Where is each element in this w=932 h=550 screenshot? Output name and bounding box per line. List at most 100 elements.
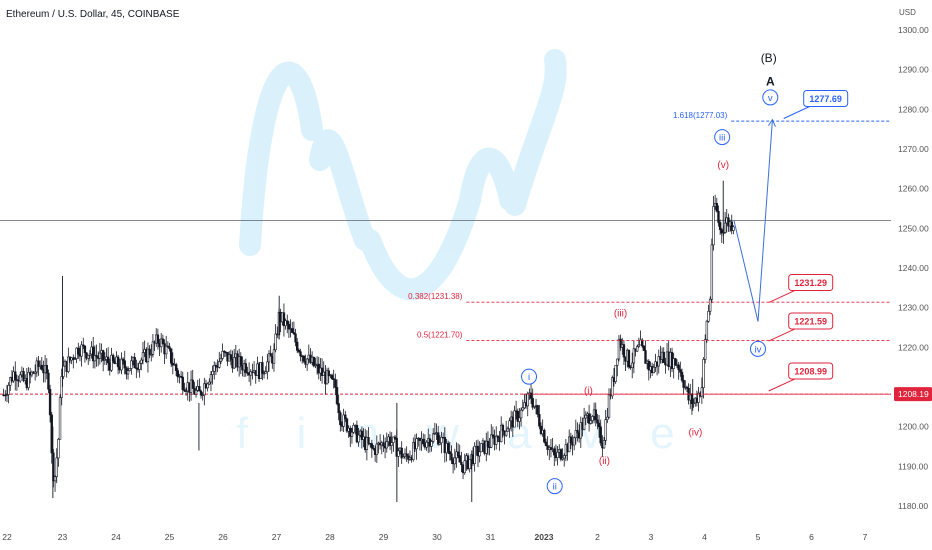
time-tick-label: 30 [432, 532, 442, 542]
candle-body [606, 416, 609, 420]
candle-body [332, 378, 335, 380]
time-tick-label: 3 [649, 532, 654, 542]
candle-body [519, 409, 523, 419]
candle-body [710, 244, 714, 300]
wave-label: iv [755, 344, 762, 355]
candle-body [48, 388, 52, 416]
candle-body [287, 323, 291, 330]
candle-body [385, 441, 388, 449]
candle-body [19, 374, 22, 382]
wave-label: iii [719, 133, 725, 144]
watermark-text: f i n w a v e [236, 409, 693, 458]
candle-body [327, 370, 330, 376]
candle-body [705, 320, 709, 340]
candle-body [640, 339, 644, 347]
candle-body [135, 367, 138, 369]
candle-body [617, 338, 621, 360]
candle-body [635, 346, 639, 352]
callout-leader [768, 290, 795, 304]
candle-body [582, 417, 586, 430]
projection-path [733, 118, 776, 322]
candle-body [559, 449, 563, 460]
candle-body [344, 414, 347, 420]
candle-body [574, 430, 578, 439]
candle-body [674, 358, 677, 366]
candle-body [272, 349, 276, 364]
candle-body [485, 440, 488, 454]
candle-body [325, 370, 329, 385]
price-tick-label: 1270.00 [898, 144, 929, 154]
candle-body [121, 358, 125, 362]
wave-label-circle [521, 368, 538, 385]
candle-body [405, 453, 408, 457]
candle-body [264, 371, 267, 374]
candle-body [657, 356, 660, 367]
price-tick-label: 1260.00 [898, 184, 929, 194]
candle-body [607, 394, 611, 418]
candle-body [375, 443, 379, 456]
time-tick-label: 6 [809, 532, 814, 542]
candle-body [269, 353, 272, 357]
price-tick-label: 1280.00 [898, 104, 929, 114]
fib-level-label: 0.5(1221.70) [417, 331, 463, 340]
candle-body [22, 371, 25, 381]
candle-body [490, 434, 493, 448]
candle-body [717, 210, 720, 223]
candle-body [680, 371, 684, 381]
time-tick-label: 27 [272, 532, 282, 542]
candle-body [110, 354, 113, 371]
candle-body [518, 417, 521, 422]
candle-body [219, 358, 223, 362]
current-price-label: 1208.19 [898, 389, 929, 399]
candle-body [342, 414, 345, 427]
candle-body [148, 348, 151, 355]
candle-body [597, 422, 601, 428]
candle-body [611, 377, 614, 397]
wave-label: (iii) [614, 308, 627, 319]
candle-body [599, 426, 602, 444]
candle-body [627, 349, 631, 368]
candle-body [213, 365, 216, 372]
fibonacci-levels: 1.618(1277.03) 0.382(1231.38) 0.5(1221.70) [408, 111, 891, 395]
price-tick-label: 1190.00 [898, 461, 928, 471]
candle-body [218, 361, 221, 368]
wave-label: (iv) [688, 427, 702, 438]
candle-body [480, 443, 483, 453]
candle-body [83, 345, 87, 354]
candle-body [412, 442, 415, 460]
candle-body [244, 363, 247, 373]
price-tick-label: 1300.00 [898, 25, 929, 35]
candle-body [397, 450, 400, 457]
candle-body [677, 364, 680, 371]
candle-body [209, 374, 213, 383]
candle-body [314, 364, 317, 367]
chart-title: Ethereum / U.S. Dollar, 45, COINBASE [6, 9, 180, 20]
candle-body [697, 392, 700, 403]
candle-body [199, 390, 203, 396]
candle-body [297, 350, 301, 353]
wave-label: v [768, 93, 773, 104]
candle-body [718, 222, 722, 230]
candle-body [169, 348, 173, 364]
candle-body [239, 356, 243, 366]
candle-body [95, 355, 98, 358]
candle-body [446, 442, 450, 452]
candle-body [161, 338, 165, 344]
candle-body [579, 422, 583, 439]
candle-body [27, 372, 30, 389]
candle-body [476, 445, 480, 457]
time-axis[interactable]: 22 23 24 25 26 27 28 29 30 31 2023 2 3 4 5 6 7 [2, 532, 867, 542]
candle-body [632, 348, 636, 364]
candle-body [491, 434, 495, 437]
callout-leader [768, 328, 795, 342]
candle-body [92, 346, 95, 362]
callout-leader [783, 106, 810, 119]
candle-body [513, 410, 516, 428]
price-axis[interactable]: 1180.00 1190.00 1200.00 1220.00 1230.00 1240.… [894, 25, 932, 511]
candle-body [707, 310, 710, 322]
wave-projection-line [733, 119, 773, 322]
wave-label-circle [546, 478, 563, 495]
candle-body [432, 433, 435, 442]
candle-body [529, 392, 533, 399]
